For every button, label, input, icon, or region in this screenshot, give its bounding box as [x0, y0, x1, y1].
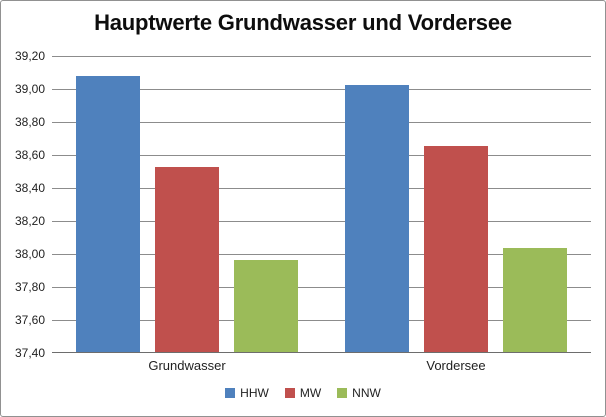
legend-swatch-hhw: [225, 388, 236, 398]
gridline: [52, 320, 591, 321]
gridline: [52, 155, 591, 156]
plot-area: [52, 56, 591, 353]
y-axis-tick-label: 38,60: [14, 148, 45, 162]
bar-mw-grundwasser: [155, 167, 219, 352]
gridline: [52, 287, 591, 288]
legend-label: MW: [299, 386, 322, 400]
bar-hhw-grundwasser: [76, 76, 140, 352]
y-axis-tick-label: 37,80: [14, 280, 45, 294]
legend-item-hhw: HHW: [225, 386, 269, 400]
x-axis-category-label: Grundwasser: [148, 358, 226, 373]
legend-label: HHW: [240, 386, 269, 400]
legend-swatch-mw: [284, 388, 295, 398]
legend-item-mw: MW: [284, 386, 322, 400]
gridline: [52, 188, 591, 189]
legend: HHW MW NNW: [1, 386, 605, 400]
gridline: [52, 56, 591, 57]
y-axis-tick-label: 38,20: [14, 214, 45, 228]
chart-title: Hauptwerte Grundwasser und Vordersee: [94, 10, 512, 35]
legend-swatch-nnw: [337, 388, 348, 398]
legend-item-nnw: NNW: [337, 386, 381, 400]
bar-mw-vordersee: [424, 146, 488, 352]
y-axis-tick-label: 39,20: [14, 49, 45, 63]
bar-hhw-vordersee: [345, 85, 409, 352]
y-axis-tick-label: 37,40: [14, 346, 45, 360]
y-axis-tick-label: 37,60: [14, 313, 45, 327]
y-axis-tick-label: 38,00: [14, 247, 45, 261]
legend-label: NNW: [352, 386, 381, 400]
bar-nnw-grundwasser: [234, 260, 298, 352]
y-axis-tick-label: 38,40: [14, 181, 45, 195]
y-axis-tick-label: 38,80: [14, 115, 45, 129]
gridline: [52, 254, 591, 255]
x-axis-category-label: Vordersee: [426, 358, 486, 373]
gridline: [52, 89, 591, 90]
y-axis-tick-label: 39,00: [14, 82, 45, 96]
bar-nnw-vordersee: [503, 248, 567, 352]
gridline: [52, 221, 591, 222]
gridline: [52, 122, 591, 123]
